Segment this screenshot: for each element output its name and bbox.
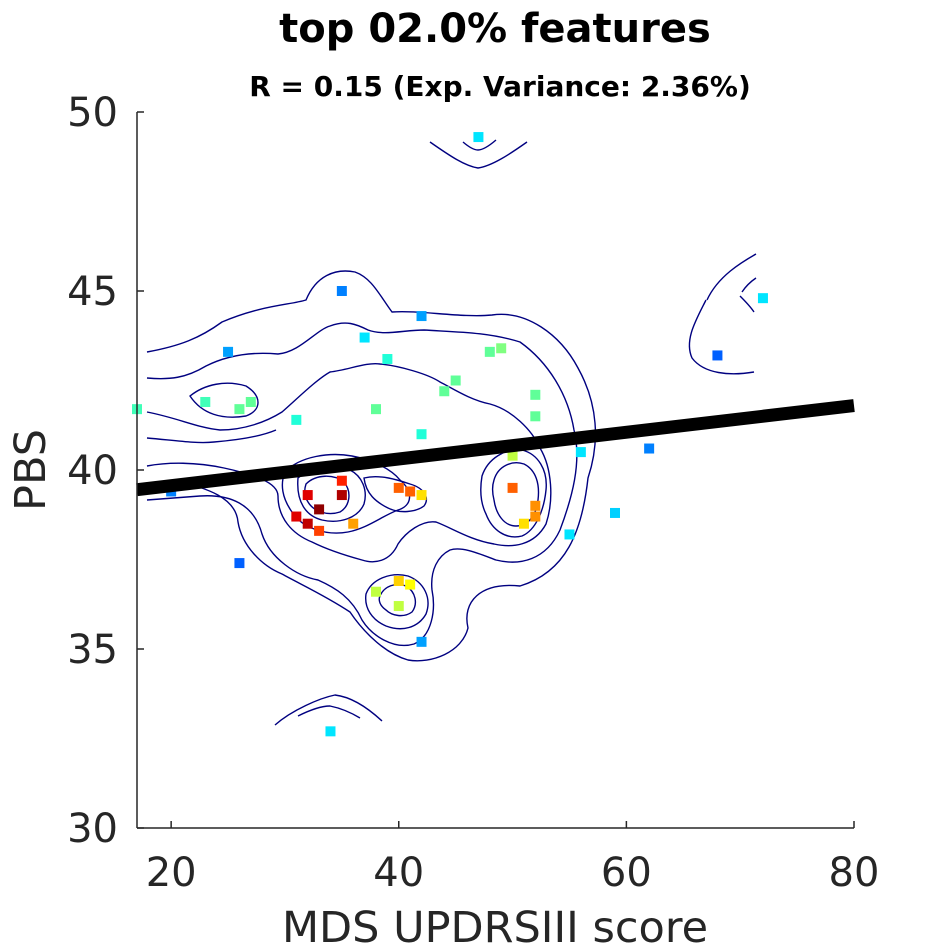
data-point	[336, 490, 347, 501]
y-tick-label: 40	[67, 448, 118, 494]
data-point	[473, 132, 484, 143]
y-ticks: 30 35 40 45 50	[67, 90, 144, 852]
y-tick-label: 45	[67, 269, 118, 315]
chart-title: top 02.0% features	[279, 6, 711, 52]
data-point	[382, 354, 393, 365]
data-point	[757, 293, 768, 304]
x-tick-label: 60	[601, 850, 652, 896]
data-point	[348, 518, 359, 529]
x-axis-label: MDS UPDRSIII score	[282, 903, 708, 945]
data-point	[484, 346, 495, 357]
chart-subtitle: R = 0.15 (Exp. Variance: 2.36%)	[249, 70, 751, 103]
data-point	[234, 558, 245, 569]
contour-line	[146, 362, 552, 563]
data-point	[518, 518, 529, 529]
contour-line	[741, 277, 757, 293]
data-point	[507, 482, 518, 493]
contour-line	[146, 322, 578, 646]
data-point	[416, 311, 427, 322]
y-tick-label: 50	[67, 90, 118, 136]
data-point	[450, 375, 461, 386]
data-point	[200, 396, 211, 407]
x-tick-label: 80	[829, 850, 880, 896]
data-point	[336, 475, 347, 486]
data-point	[439, 386, 450, 397]
data-point	[302, 490, 313, 501]
data-point	[416, 636, 427, 647]
contour-line	[429, 141, 528, 169]
contour-line	[706, 253, 757, 301]
contour-line	[363, 475, 428, 513]
data-point	[712, 350, 723, 361]
data-point	[325, 726, 336, 737]
data-point	[371, 586, 381, 597]
data-point	[644, 443, 655, 454]
data-point	[393, 575, 404, 586]
data-point	[291, 414, 302, 425]
data-point	[416, 490, 427, 501]
contour-line	[297, 705, 361, 719]
contour-line	[146, 270, 597, 662]
contour-line	[146, 429, 277, 444]
data-point	[359, 332, 370, 343]
data-point	[245, 396, 256, 407]
data-point	[530, 389, 541, 400]
x-tick-label: 20	[146, 850, 197, 896]
data-point	[314, 525, 325, 536]
contour-line	[462, 139, 497, 151]
x-tick-label: 40	[373, 850, 424, 896]
data-point	[405, 579, 416, 590]
y-axis-label: PBS	[6, 429, 56, 511]
data-point	[507, 450, 518, 461]
data-point	[575, 447, 586, 458]
data-point	[223, 346, 234, 357]
contour-line	[739, 295, 755, 313]
scatter-points	[132, 132, 768, 737]
data-point	[302, 518, 313, 529]
data-point	[530, 411, 541, 422]
contour-line	[365, 574, 429, 630]
y-tick-label: 35	[67, 627, 118, 673]
data-point	[405, 486, 416, 497]
data-point	[416, 429, 427, 440]
data-point	[371, 404, 381, 415]
data-point	[610, 507, 620, 518]
data-point	[530, 500, 541, 511]
data-point	[393, 601, 404, 612]
regression-line	[136, 399, 855, 497]
y-tick-label: 30	[67, 806, 118, 852]
data-point	[336, 286, 347, 296]
data-point	[393, 482, 404, 493]
contour-line	[189, 382, 259, 418]
data-point	[564, 529, 575, 540]
data-point	[314, 504, 325, 515]
data-point	[530, 511, 541, 522]
contour-line	[688, 299, 755, 375]
x-ticks: 20 40 60 80	[146, 821, 880, 896]
data-point	[291, 511, 302, 522]
axes	[136, 112, 854, 829]
data-point	[234, 404, 245, 415]
contour-line	[274, 694, 383, 726]
data-point	[496, 343, 507, 354]
